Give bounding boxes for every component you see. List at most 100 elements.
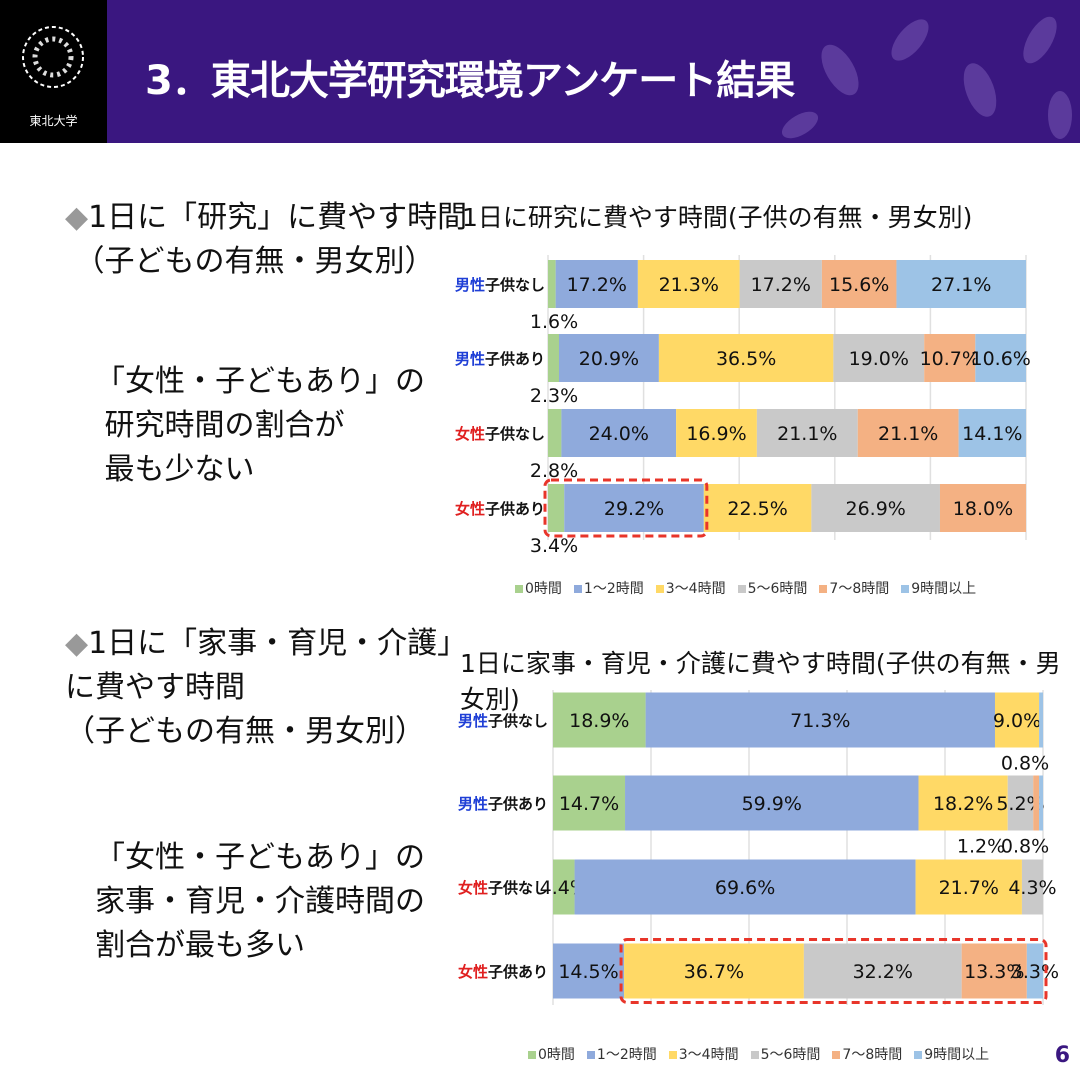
- legend-swatch: [750, 1051, 759, 1059]
- bar-segment: [803, 943, 962, 999]
- gender-label: 女性: [458, 963, 489, 981]
- bar-segment: [1039, 775, 1043, 831]
- legend-label: 1～2時間: [583, 581, 644, 597]
- header-banner: 東北大学 3．東北大学研究環境アンケート結果: [0, 0, 1080, 143]
- bar-segment: [857, 409, 959, 457]
- data-label: 14.5%: [558, 961, 618, 983]
- legend-item: 9時間以上: [901, 578, 976, 598]
- legend-label: 5～6時間: [747, 581, 808, 597]
- research-heading: 1日に「研究」に費やす時間 （子どもの有無・男女別）: [74, 200, 468, 279]
- bar-segment: [756, 409, 858, 457]
- children-label: 子供なし: [488, 879, 549, 897]
- category-label: 男性子供あり: [455, 348, 545, 369]
- gender-label: 女性: [455, 425, 486, 443]
- data-label: 4.3%: [1008, 877, 1056, 899]
- legend-label: 7～8時間: [842, 1047, 903, 1063]
- diamond-icon: ◆: [65, 200, 89, 235]
- bar-segment: [994, 692, 1040, 748]
- bar-segment: [548, 260, 556, 308]
- bar-segment: [676, 409, 757, 457]
- gender-label: 男性: [458, 795, 489, 813]
- university-logo: 東北大学: [0, 0, 107, 143]
- diamond-icon: ◆: [65, 626, 89, 661]
- children-label: 子供なし: [485, 276, 546, 294]
- bar-segment: [1033, 775, 1040, 831]
- bar-segment: [553, 943, 625, 999]
- data-label: 27.1%: [931, 274, 991, 296]
- page-title: 3．東北大学研究環境アンケート結果: [145, 58, 795, 104]
- legend-item: 1～2時間: [586, 1044, 657, 1064]
- data-label: 3.4%: [530, 535, 578, 557]
- research-note: 「女性・子どもあり」の 研究時間の割合が 最も少ない: [95, 364, 425, 487]
- data-label: 32.2%: [853, 961, 913, 983]
- data-label: 14.7%: [559, 793, 619, 815]
- bar-segment: [896, 260, 1026, 308]
- bar-segment: [924, 334, 976, 382]
- bar-segment: [703, 484, 812, 532]
- legend-item: 3～4時間: [668, 1044, 739, 1064]
- data-label: 5.2%: [996, 793, 1044, 815]
- legend-swatch: [515, 585, 523, 593]
- data-label: 36.5%: [716, 348, 776, 370]
- legend-swatch: [832, 1051, 841, 1059]
- children-label: 子供なし: [485, 425, 546, 443]
- bar-segment: [1026, 943, 1043, 999]
- data-label: 1.2%: [957, 836, 1005, 858]
- data-label: 10.7%: [920, 348, 980, 370]
- data-label: 17.2%: [751, 274, 811, 296]
- data-label: 22.5%: [727, 498, 787, 520]
- legend-label: 0時間: [538, 1047, 575, 1063]
- data-label: 1.6%: [530, 311, 578, 333]
- bar-segment: [915, 859, 1022, 915]
- data-label: 21.7%: [939, 877, 999, 899]
- bar-segment: [553, 692, 646, 748]
- bar-segment: [548, 334, 559, 382]
- data-label: 0.8%: [1001, 836, 1049, 858]
- legend-swatch: [586, 1051, 595, 1059]
- data-label: 71.3%: [790, 710, 850, 732]
- gender-label: 男性: [458, 712, 489, 730]
- children-label: 子供あり: [485, 350, 546, 368]
- bar-segment: [961, 943, 1027, 999]
- data-label: 14.1%: [962, 423, 1022, 445]
- bar-segment: [625, 775, 919, 831]
- chart2-title: 1日に家事・育児・介護に費やす時間(子供の有無・男女別): [460, 649, 1061, 714]
- data-label: 19.0%: [849, 348, 909, 370]
- legend-label: 5～6時間: [760, 1047, 821, 1063]
- data-label: 0.8%: [1001, 753, 1049, 775]
- legend-label: 0時間: [525, 581, 562, 597]
- data-label: 29.2%: [604, 498, 664, 520]
- legend-item: 5～6時間: [750, 1044, 821, 1064]
- legend-item: 9時間以上: [914, 1044, 989, 1064]
- legend-item: 7～8時間: [819, 578, 889, 598]
- category-label: 女性子供なし: [455, 423, 545, 444]
- data-label: 2.3%: [530, 385, 578, 407]
- bar-segment: [975, 334, 1026, 382]
- housework-note: 「女性・子どもあり」の 家事・育児・介護時間の 割合が最も多い: [95, 840, 425, 963]
- bar-segment: [658, 334, 834, 382]
- data-label: 59.9%: [742, 793, 802, 815]
- data-label: 21.1%: [777, 423, 837, 445]
- logo-text: 東北大学: [29, 114, 78, 128]
- legend-swatch: [901, 585, 910, 593]
- data-label: 20.9%: [579, 348, 639, 370]
- legend-swatch: [528, 1051, 536, 1059]
- legend-swatch: [668, 1051, 677, 1059]
- bar-segment: [1021, 859, 1043, 915]
- bar-segment: [574, 859, 916, 915]
- bar-segment: [558, 334, 659, 382]
- legend-item: 3～4時間: [655, 578, 726, 598]
- data-label: 18.0%: [953, 498, 1013, 520]
- category-label: 男性子供なし: [455, 274, 545, 295]
- gender-label: 男性: [455, 276, 486, 294]
- highlight-box: [619, 938, 1048, 1004]
- bar-segment: [645, 692, 995, 748]
- bar-segment: [821, 260, 897, 308]
- legend-swatch: [655, 585, 664, 593]
- page-number: 6: [1054, 1043, 1070, 1068]
- data-label: 2.8%: [530, 460, 578, 482]
- data-label: 17.2%: [567, 274, 627, 296]
- category-label: 女性子供あり: [455, 498, 545, 519]
- children-label: 子供あり: [485, 500, 546, 518]
- category-label: 男性子供なし: [458, 710, 548, 731]
